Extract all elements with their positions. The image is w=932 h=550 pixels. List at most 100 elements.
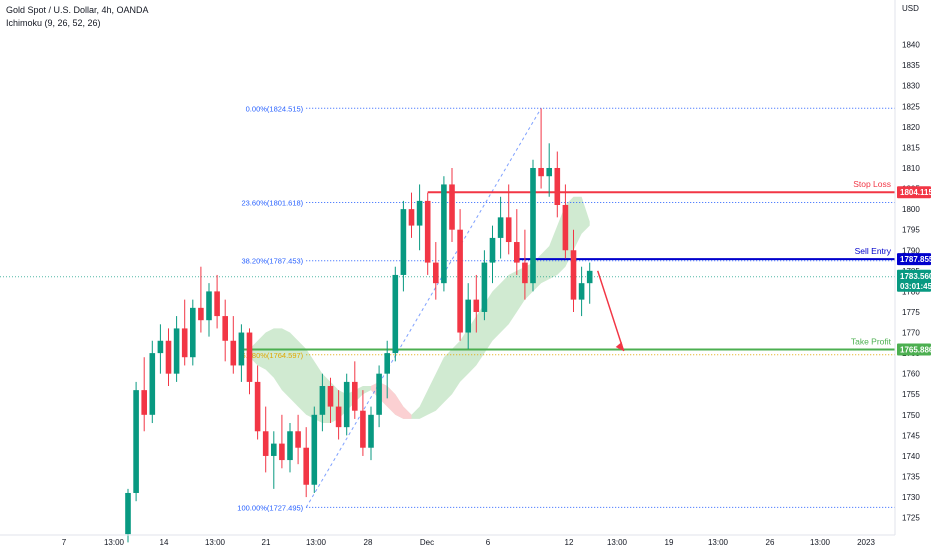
candle-body bbox=[384, 353, 390, 374]
candle-body bbox=[424, 200, 431, 263]
x-tick-label: 26 bbox=[766, 538, 775, 547]
candle-body bbox=[352, 381, 358, 411]
y-tick-label: 1825 bbox=[902, 102, 920, 111]
candle-body bbox=[222, 316, 228, 341]
y-tick-label: 1840 bbox=[902, 41, 920, 50]
candle-body bbox=[449, 184, 455, 230]
candle-body bbox=[125, 492, 131, 535]
x-tick-label: 13:00 bbox=[104, 538, 125, 547]
countdown-value: 03:01:45 bbox=[900, 282, 932, 291]
y-tick-label: 1775 bbox=[902, 308, 920, 317]
x-tick-label: 13:00 bbox=[810, 538, 831, 547]
y-tick-label: 1730 bbox=[902, 493, 920, 502]
candle-body bbox=[190, 307, 196, 358]
y-tick-label: 1790 bbox=[902, 246, 920, 255]
y-tick-label: 1810 bbox=[902, 164, 920, 173]
x-tick-label: 21 bbox=[262, 538, 271, 547]
candle-body bbox=[514, 242, 520, 263]
candle-body bbox=[400, 209, 407, 275]
y-tick-label: 1815 bbox=[902, 143, 920, 152]
level-badge-value-1: 1787.855 bbox=[900, 255, 932, 264]
y-tick-label: 1760 bbox=[902, 370, 920, 379]
candle-body bbox=[279, 443, 285, 461]
y-tick-label: 1835 bbox=[902, 61, 920, 70]
candle-body bbox=[497, 217, 504, 238]
level-badge-value-0: 1804.115 bbox=[900, 188, 932, 197]
candle-body bbox=[416, 200, 423, 226]
x-tick-label: 13:00 bbox=[306, 538, 327, 547]
chart-title: Gold Spot / U.S. Dollar, 4h, OANDA bbox=[6, 5, 149, 15]
candle-body bbox=[538, 167, 544, 177]
currency-label: USD bbox=[902, 4, 919, 13]
candle-body bbox=[473, 299, 480, 312]
candle-body bbox=[173, 328, 180, 374]
y-tick-label: 1820 bbox=[902, 123, 920, 132]
candle-body bbox=[392, 274, 399, 354]
y-tick-label: 1740 bbox=[902, 452, 920, 461]
y-tick-label: 1745 bbox=[902, 431, 920, 440]
fib-trend-line bbox=[305, 108, 542, 508]
y-tick-label: 1735 bbox=[902, 473, 920, 482]
x-tick-label: 19 bbox=[665, 538, 674, 547]
candle-body bbox=[206, 291, 212, 321]
candle-body bbox=[441, 184, 447, 284]
candle-body bbox=[238, 332, 245, 366]
y-tick-label: 1725 bbox=[902, 514, 920, 523]
x-tick-label: Dec bbox=[420, 538, 434, 547]
y-tick-label: 1800 bbox=[902, 205, 920, 214]
y-tick-label: 1755 bbox=[902, 390, 920, 399]
candle-body bbox=[457, 229, 463, 333]
candle-body bbox=[141, 390, 147, 415]
candle-body bbox=[303, 447, 309, 485]
y-tick-label: 1795 bbox=[902, 226, 920, 235]
level-tag-0: Stop Loss bbox=[853, 179, 891, 189]
fib-label: 61.80%(1764.597) bbox=[241, 351, 303, 360]
candle-body bbox=[181, 328, 188, 358]
candle-body bbox=[327, 386, 334, 407]
level-badge-2 bbox=[897, 343, 931, 356]
y-tick-label: 1830 bbox=[902, 82, 920, 91]
candle-body bbox=[133, 390, 139, 493]
candle-body bbox=[214, 291, 220, 317]
candle-body bbox=[254, 381, 261, 432]
fib-label: 100.00%(1727.495) bbox=[237, 503, 303, 512]
current-price-value: 1783.560 bbox=[900, 272, 932, 281]
candle-body bbox=[295, 431, 301, 448]
candlesticks bbox=[125, 108, 625, 543]
candle-body bbox=[262, 431, 269, 456]
fib-label: 23.60%(1801.618) bbox=[241, 198, 303, 207]
arrow-head bbox=[615, 342, 624, 352]
candle-body bbox=[149, 353, 156, 415]
x-tick-label: 13:00 bbox=[607, 538, 628, 547]
candle-body bbox=[546, 167, 552, 177]
candle-body bbox=[368, 414, 374, 448]
candle-body bbox=[360, 410, 366, 448]
x-tick-label: 12 bbox=[565, 538, 574, 547]
level-tag-1: Sell Entry bbox=[855, 246, 892, 256]
candle-body bbox=[578, 283, 585, 300]
y-tick-label: 1770 bbox=[902, 329, 920, 338]
fibonacci-retracement: 0.00%(1824.515) 23.60%(1801.618) 38.20%(17… bbox=[237, 104, 895, 512]
candle-body bbox=[198, 307, 204, 321]
x-tick-label: 14 bbox=[160, 538, 169, 547]
level-badge-value-2: 1765.886 bbox=[900, 345, 932, 354]
candle-body bbox=[433, 262, 439, 284]
candle-body bbox=[376, 373, 382, 415]
candle-body bbox=[522, 262, 528, 284]
candle-body bbox=[562, 205, 569, 251]
candle-body bbox=[489, 237, 496, 263]
candle-body bbox=[335, 406, 342, 428]
time-axis: 7 13:00 14 13:00 21 13:00 28 Dec 6 12 13:00 19 13:00… bbox=[0, 534, 895, 547]
candle-body bbox=[586, 270, 593, 284]
candle-body bbox=[271, 443, 277, 456]
candle-body bbox=[408, 209, 415, 226]
y-tick-label: 1780 bbox=[902, 287, 920, 296]
indicator-label: Ichimoku (9, 26, 52, 26) bbox=[6, 18, 101, 28]
x-tick-label: 13:00 bbox=[708, 538, 729, 547]
current-price-badge bbox=[897, 269, 931, 292]
y-tick-label: 1750 bbox=[902, 411, 920, 420]
candle-body bbox=[465, 299, 471, 333]
x-tick-label: 13:00 bbox=[205, 538, 226, 547]
